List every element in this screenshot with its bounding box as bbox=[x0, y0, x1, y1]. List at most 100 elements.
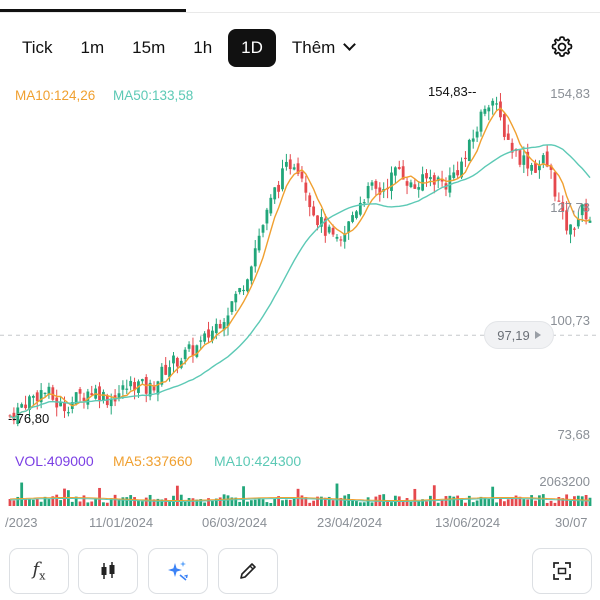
volume-bar bbox=[31, 499, 35, 506]
volume-bar bbox=[292, 498, 296, 506]
volume-bar bbox=[475, 500, 479, 506]
price-axis-bottom: 73,68 bbox=[557, 427, 590, 442]
volume-bar bbox=[522, 499, 526, 506]
candle-body bbox=[12, 412, 16, 421]
volume-bar bbox=[479, 496, 483, 506]
volume-bar bbox=[530, 495, 534, 506]
volume-bar bbox=[117, 498, 121, 506]
volume-bar bbox=[16, 496, 20, 506]
tab-1m[interactable]: 1m bbox=[80, 38, 105, 57]
volume-bar bbox=[238, 501, 242, 506]
volume-bar bbox=[249, 500, 253, 506]
fullscreen-button[interactable] bbox=[532, 548, 592, 594]
volume-bar bbox=[518, 496, 522, 506]
tab-15m[interactable]: 15m bbox=[132, 38, 166, 57]
candle-body bbox=[440, 178, 444, 182]
candle-body bbox=[339, 239, 343, 241]
tab-1h[interactable]: 1h bbox=[193, 38, 213, 57]
candle-body bbox=[160, 366, 164, 385]
volume-bar bbox=[464, 502, 467, 506]
candle-body bbox=[561, 202, 565, 212]
candle-body bbox=[487, 107, 491, 112]
volume-bar bbox=[495, 502, 498, 506]
volume-bar bbox=[51, 496, 55, 506]
indicator-button[interactable]: fx bbox=[9, 548, 69, 594]
candle-body bbox=[534, 162, 537, 173]
volume-bar bbox=[187, 497, 191, 506]
volume-bar bbox=[164, 498, 168, 506]
vol-ma5-label: MA5:337660 bbox=[113, 453, 193, 469]
volume-bar bbox=[323, 497, 327, 506]
candle-body bbox=[425, 173, 428, 179]
volume-bar bbox=[460, 498, 463, 506]
candle-body bbox=[102, 391, 105, 401]
volume-bar bbox=[526, 499, 530, 506]
candle-body bbox=[296, 163, 300, 174]
candle-body bbox=[281, 168, 284, 190]
candle-body bbox=[518, 150, 522, 165]
candle-body bbox=[580, 204, 584, 216]
candle-body bbox=[152, 385, 156, 391]
chart-type-button[interactable] bbox=[78, 548, 138, 594]
price-chart[interactable] bbox=[0, 80, 600, 445]
candle-body bbox=[526, 151, 530, 169]
candle-body bbox=[530, 165, 534, 171]
candle-body bbox=[573, 228, 576, 230]
volume-bar bbox=[8, 499, 12, 506]
volume-bar bbox=[483, 497, 487, 506]
tab-more[interactable]: Thêm bbox=[280, 29, 366, 67]
candle-body bbox=[347, 221, 351, 233]
volume-bar bbox=[370, 502, 374, 506]
candle-body bbox=[499, 101, 502, 118]
date-label: 06/03/2024 bbox=[202, 515, 268, 530]
volume-bar bbox=[234, 497, 238, 506]
candle-body bbox=[320, 217, 323, 227]
volume-bar bbox=[144, 497, 148, 506]
candle-body bbox=[549, 165, 553, 170]
volume-bar bbox=[440, 500, 444, 506]
gear-icon[interactable] bbox=[549, 34, 575, 60]
volume-bar bbox=[55, 494, 59, 506]
volume-bar bbox=[24, 499, 27, 506]
candle-body bbox=[253, 248, 257, 267]
low-marker: --76,80 bbox=[8, 411, 50, 426]
candle-body bbox=[323, 218, 327, 236]
volume-bar bbox=[183, 501, 187, 506]
candle-body bbox=[214, 323, 218, 334]
candle-body bbox=[63, 402, 66, 412]
candle-body bbox=[565, 210, 569, 231]
tab-tick[interactable]: Tick bbox=[22, 38, 53, 57]
volume-bar bbox=[195, 499, 199, 506]
candle-body bbox=[211, 330, 214, 341]
candle-body bbox=[277, 184, 280, 192]
draw-button[interactable] bbox=[218, 548, 278, 594]
volume-bar bbox=[534, 500, 537, 506]
candle-body bbox=[257, 235, 261, 251]
volume-bar bbox=[43, 496, 47, 506]
tab-1d[interactable]: 1D bbox=[228, 29, 276, 67]
candle-body bbox=[246, 279, 249, 292]
candle-body bbox=[8, 415, 12, 417]
volume-bar bbox=[175, 485, 179, 506]
volume-bar bbox=[553, 502, 557, 506]
ai-button[interactable] bbox=[148, 548, 208, 594]
candle-body bbox=[195, 345, 199, 357]
volume-bar bbox=[35, 498, 39, 506]
vol-ma10-line bbox=[9, 498, 591, 502]
candle-body bbox=[59, 401, 63, 407]
candlestick-icon bbox=[101, 562, 115, 579]
candle-body bbox=[432, 175, 436, 185]
volume-chart[interactable] bbox=[0, 470, 600, 510]
candle-body bbox=[300, 171, 304, 179]
volume-bar bbox=[312, 500, 316, 506]
candle-body bbox=[47, 386, 51, 395]
volume-bar bbox=[448, 495, 452, 506]
volume-bar bbox=[269, 502, 273, 506]
volume-bar bbox=[74, 496, 78, 506]
divider bbox=[0, 12, 600, 13]
price-axis-top: 154,83 bbox=[550, 86, 590, 101]
candle-body bbox=[537, 165, 541, 171]
current-price-pill[interactable]: 97,19 bbox=[484, 321, 554, 349]
volume-bar bbox=[549, 500, 553, 506]
volume-bar bbox=[281, 500, 284, 506]
